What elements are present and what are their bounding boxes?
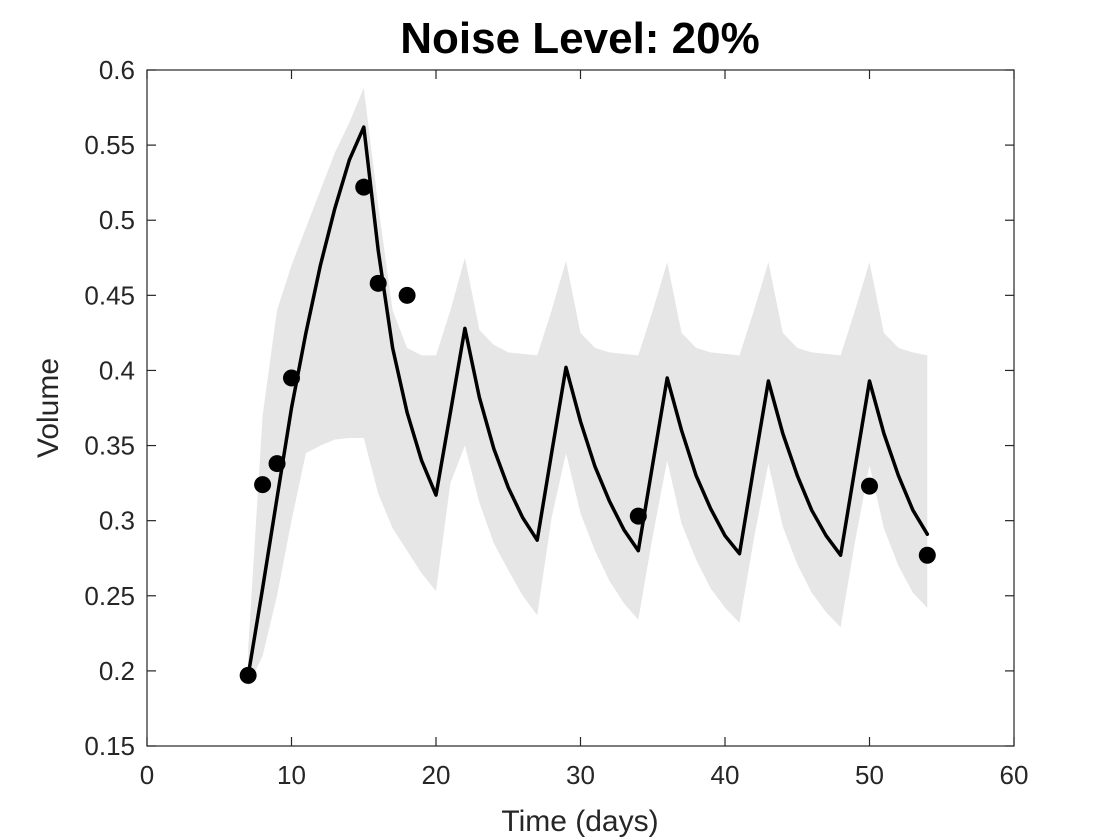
y-tick-label: 0.4: [99, 355, 135, 385]
y-tick-label: 0.35: [84, 431, 135, 461]
data-point: [283, 369, 300, 387]
x-tick-label: 50: [855, 760, 884, 790]
x-tick-label: 20: [422, 760, 451, 790]
model-line: [246, 125, 930, 678]
y-tick-label: 0.3: [99, 506, 135, 536]
y-tick-label: 0.55: [84, 130, 135, 160]
x-tick-label: 40: [711, 760, 740, 790]
y-tick-label: 0.45: [84, 280, 135, 310]
data-point: [369, 274, 387, 292]
data-point: [239, 666, 257, 684]
data-point: [398, 286, 416, 304]
axes: 0 10 20 30 40 50 60 0.15 0.2 0.25 0.3 0.35 0.4 0.45 0.…: [84, 55, 1028, 790]
x-tick-label: 10: [277, 760, 306, 790]
uncertainty-band: [248, 88, 928, 686]
y-tick-label: 0.2: [99, 656, 135, 686]
y-axis-title: Volume: [32, 358, 65, 458]
y-tick-label: 0.6: [99, 55, 135, 85]
data-point: [918, 546, 936, 564]
chart-title: Noise Level: 20%: [400, 14, 760, 63]
x-axis-title: Time (days): [501, 805, 658, 838]
data-point: [629, 507, 647, 525]
data-point: [254, 476, 272, 494]
x-tick-label: 60: [1000, 760, 1029, 790]
data-points: [239, 178, 936, 684]
x-tick-label: 0: [140, 760, 154, 790]
x-tick-label: 30: [566, 760, 595, 790]
y-tick-label: 0.15: [84, 731, 135, 761]
data-point: [861, 477, 878, 495]
data-point: [268, 455, 286, 473]
y-tick-label: 0.25: [84, 581, 135, 611]
y-tick-label: 0.5: [99, 205, 135, 235]
data-point: [355, 178, 373, 196]
